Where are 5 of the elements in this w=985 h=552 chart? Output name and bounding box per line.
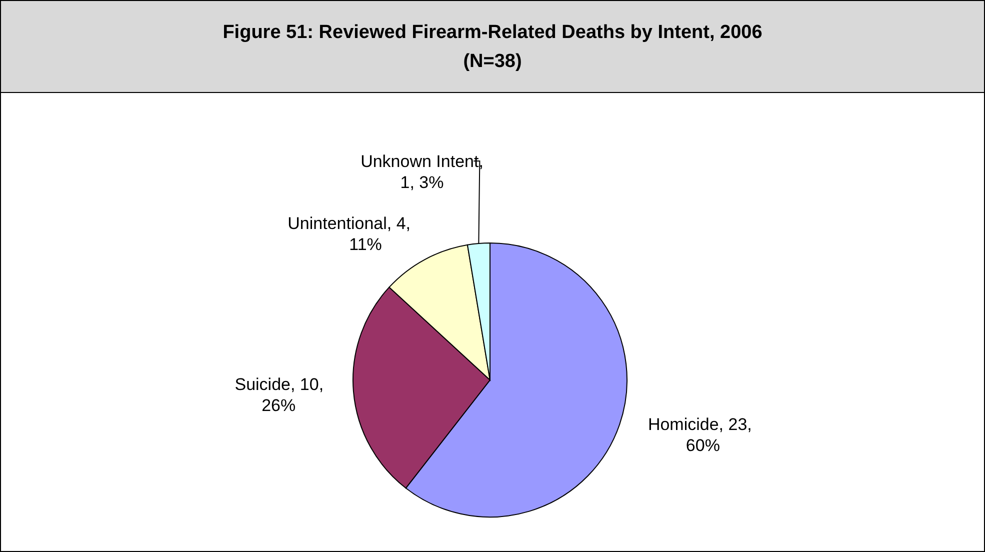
slice-label: Suicide, 10, 26% bbox=[234, 374, 324, 415]
slice-label: Unintentional, 4, 11% bbox=[288, 214, 411, 254]
slice-label: Homicide, 23, 60% bbox=[648, 415, 752, 456]
slice-label: Unknown Intent, 1, 3% bbox=[360, 152, 484, 192]
chart-title: Figure 51: Reviewed Firearm-Related Deaths by Intent, 2006 (N=38) bbox=[222, 22, 762, 72]
